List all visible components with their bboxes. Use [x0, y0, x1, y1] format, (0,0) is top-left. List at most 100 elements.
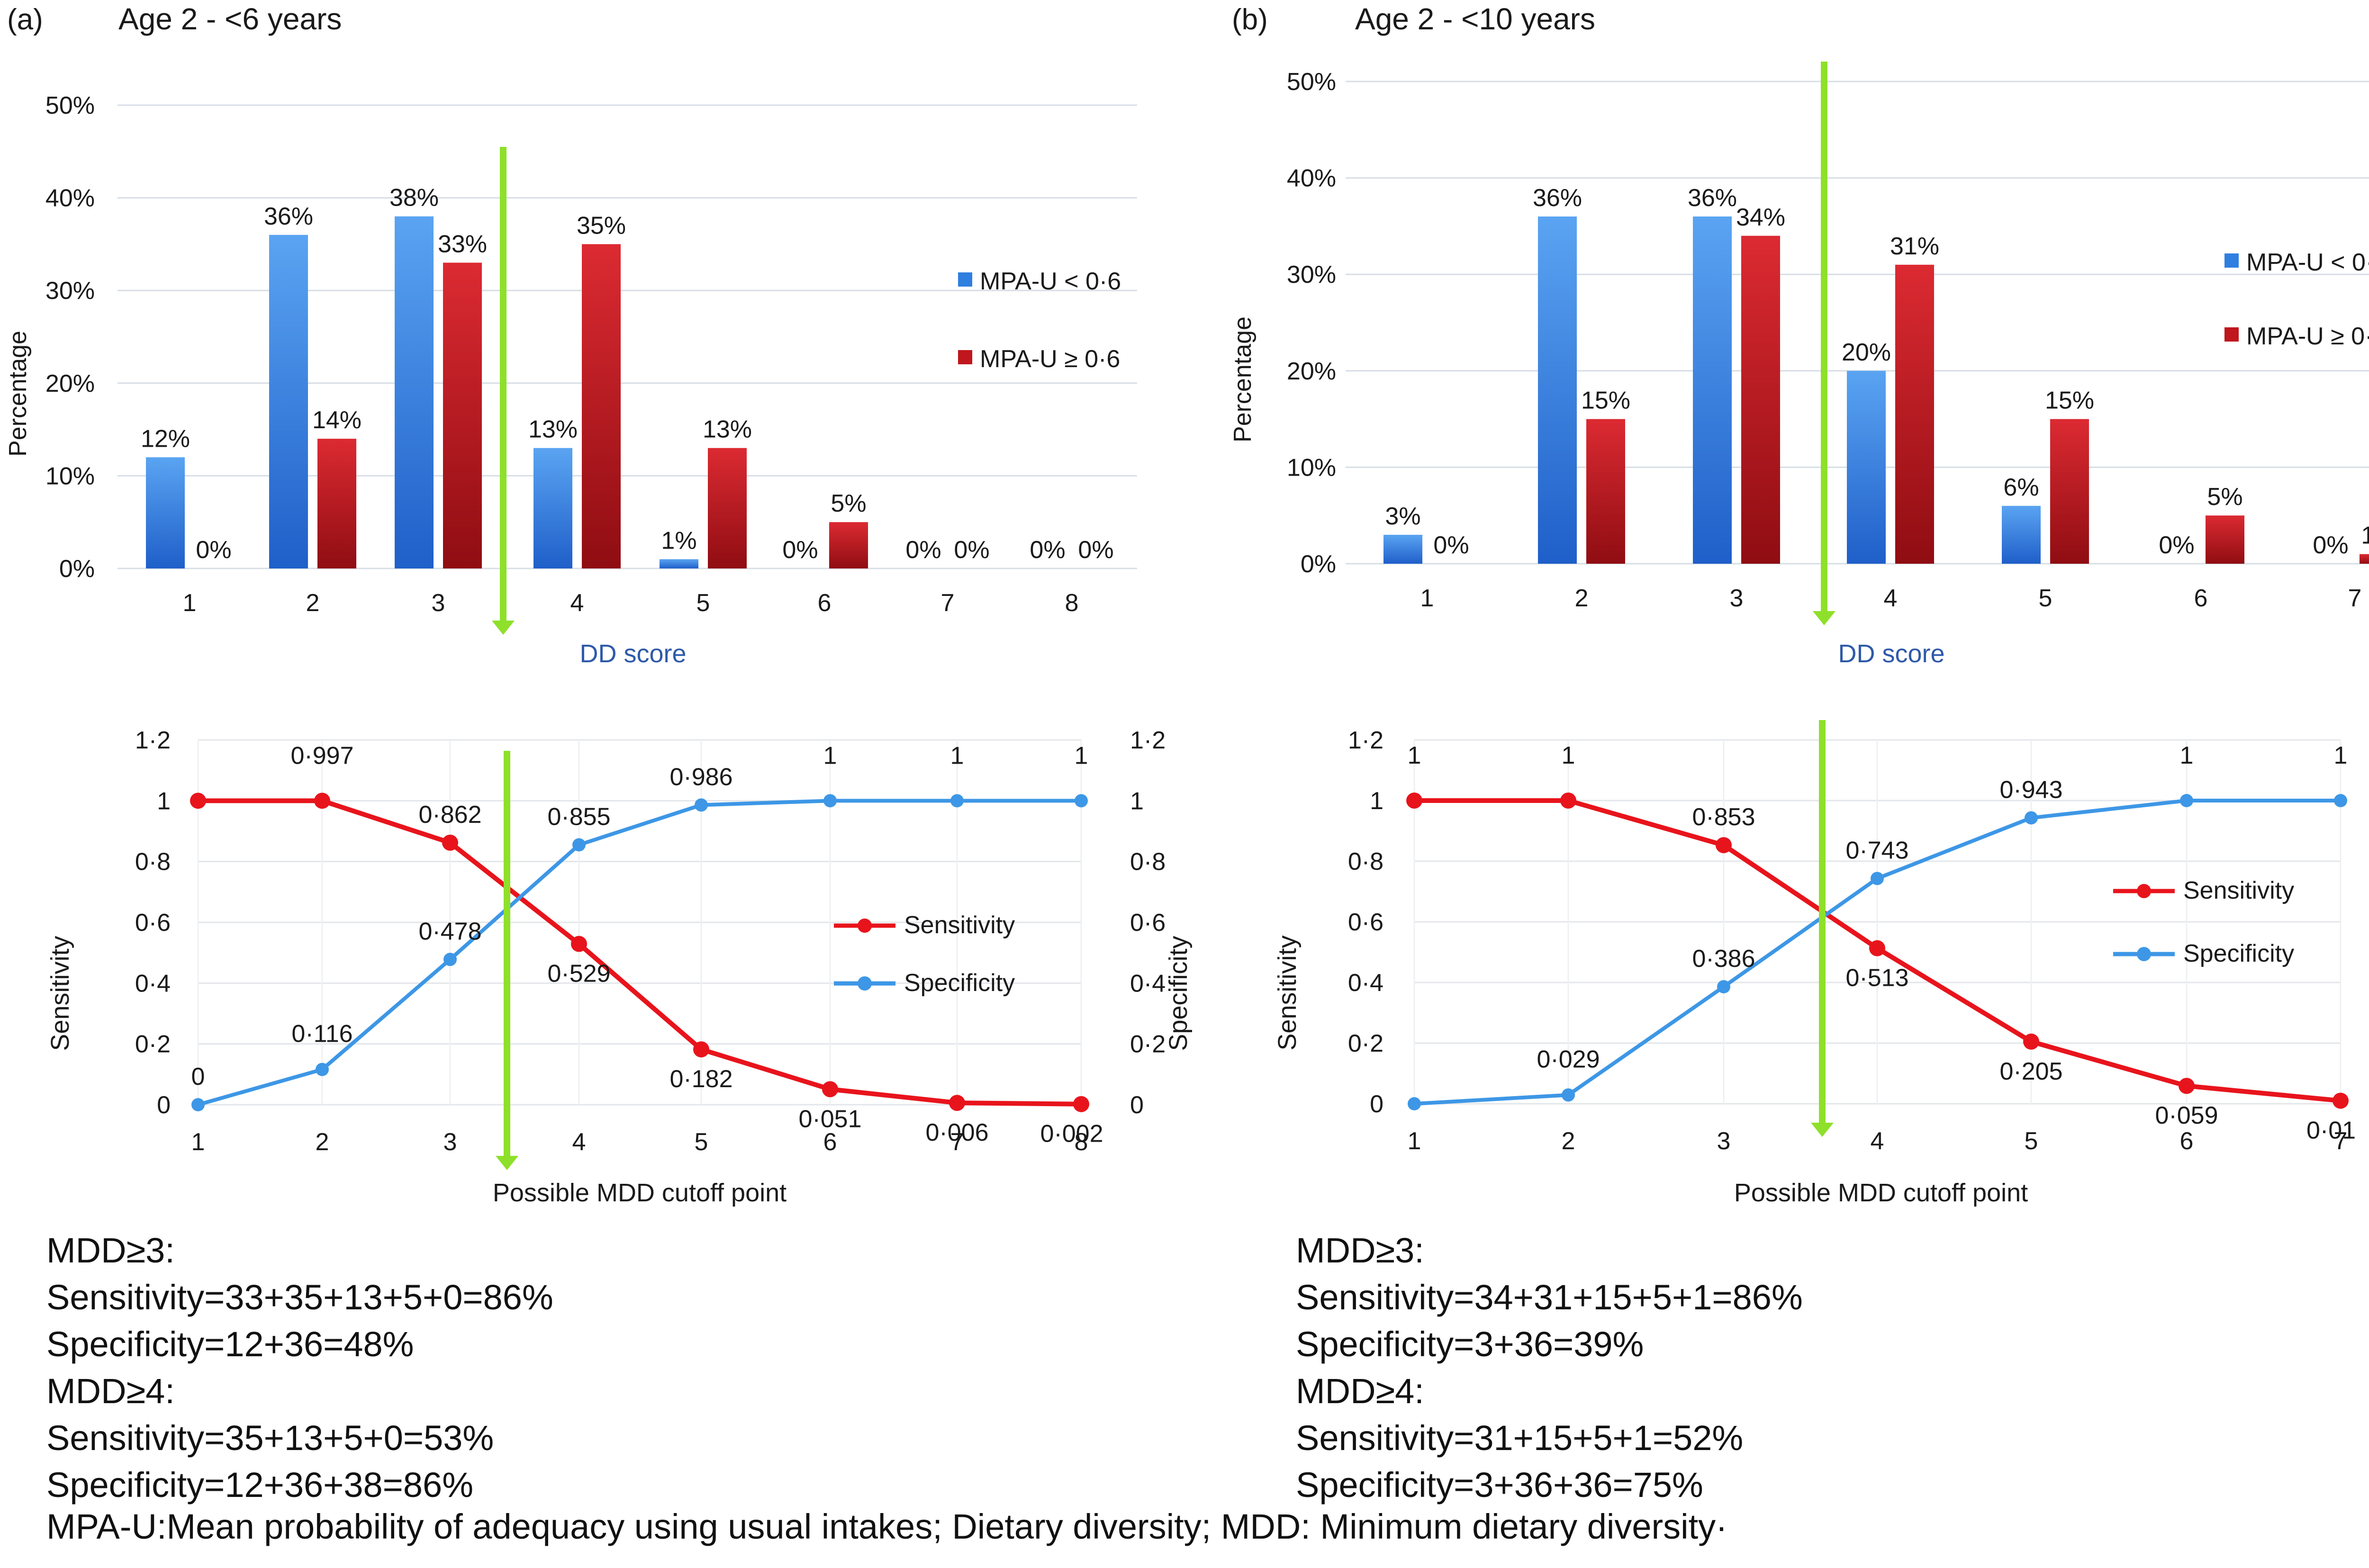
data-label: 1% [2361, 522, 2369, 550]
x-tick-label: 5 [695, 1128, 708, 1156]
x-tick-label: 3 [1717, 1127, 1731, 1155]
legend-label: MPA-U ≥ 0·6 [2246, 323, 2369, 350]
x-tick-label: 5 [2025, 1127, 2038, 1155]
legend-label: Sensitivity [2183, 877, 2294, 904]
bar [317, 439, 356, 568]
legend-marker [858, 919, 872, 933]
data-label: 5% [831, 490, 866, 517]
y2-tick-label: 0·4 [1130, 970, 1166, 997]
data-point [442, 834, 458, 851]
note-line: MDD≥4: [46, 1371, 175, 1411]
cutoff-arrow [492, 621, 515, 635]
y-tick-label: 1·2 [135, 727, 171, 754]
note-line: Sensitivity=31+15+5+1=52% [1296, 1418, 1744, 1458]
y-tick-label: 0·4 [135, 970, 171, 997]
x-tick-label: 6 [818, 589, 832, 617]
data-label: 0% [1078, 536, 1113, 564]
data-point [1871, 872, 1884, 885]
legend-label: Specificity [904, 969, 1015, 997]
legend-label: MPA-U < 0·6 [980, 268, 1121, 295]
cutoff-arrow [496, 1156, 518, 1170]
data-point [1717, 980, 1730, 993]
x-tick-label: 6 [823, 1128, 837, 1156]
data-label: 0·059 [2155, 1102, 2218, 1129]
legend-marker [2137, 884, 2151, 898]
data-point [2023, 1033, 2039, 1050]
data-label: 1 [2180, 742, 2194, 769]
bar [2050, 419, 2089, 564]
x-tick-label: 1 [1408, 1127, 1421, 1155]
panel-letter: (b) [1232, 3, 1268, 36]
data-label: 0·862 [419, 801, 482, 829]
data-label: 0·478 [419, 918, 482, 945]
data-point [314, 793, 330, 809]
data-point [950, 794, 964, 808]
data-label: 0·943 [2000, 776, 2063, 803]
data-point [190, 793, 206, 809]
sensitivity-line [198, 798, 1082, 1107]
data-label: 0·116 [291, 1020, 353, 1048]
note-line: Specificity=3+36=39% [1296, 1325, 1644, 1364]
data-label: 1 [1562, 742, 1575, 769]
y2-tick-label: 0·6 [1130, 909, 1166, 937]
data-point [1075, 794, 1088, 808]
data-label: 1 [2334, 742, 2348, 769]
bar [1538, 216, 1577, 564]
data-label: 0·051 [799, 1105, 862, 1133]
y-axis-label: Percentage [4, 331, 32, 457]
y-tick-label: 50% [1287, 68, 1336, 96]
y-tick-label: 40% [45, 185, 95, 212]
note-line: Specificity=12+36+38=86% [46, 1465, 474, 1505]
data-label: 13% [703, 416, 752, 443]
bar [1847, 370, 1886, 564]
legend-swatch [958, 272, 972, 287]
y-axis-label: Sensitivity [1273, 935, 1302, 1050]
y2-tick-label: 0 [1130, 1091, 1144, 1119]
note-line: MDD≥3: [1296, 1231, 1424, 1270]
x-tick-label: 2 [316, 1128, 329, 1156]
data-label: 0·182 [670, 1065, 733, 1093]
note-line: Sensitivity=33+35+13+5+0=86% [46, 1278, 553, 1317]
data-label: 36% [264, 203, 313, 230]
data-point [1716, 837, 1732, 854]
data-label: 15% [1581, 387, 1630, 415]
y2-tick-label: 1·2 [1130, 727, 1166, 754]
data-label: 0·529 [548, 960, 611, 988]
panel-letter: (a) [7, 3, 43, 36]
data-label: 0% [954, 536, 989, 564]
bar [395, 216, 434, 569]
data-point [1562, 1088, 1575, 1102]
y-tick-label: 0·6 [1348, 909, 1383, 936]
bar [443, 262, 482, 568]
data-point [693, 1041, 709, 1058]
y-tick-label: 40% [1287, 165, 1336, 192]
data-point [2025, 811, 2038, 825]
data-label: 0% [196, 536, 231, 564]
data-point [823, 794, 837, 808]
data-label: 6% [2003, 474, 2039, 501]
y2-tick-label: 0·2 [1130, 1031, 1166, 1058]
data-label: 33% [438, 231, 487, 258]
specificity-line [197, 799, 1081, 1107]
data-label: 0·205 [2000, 1058, 2063, 1085]
x-tick-label: 6 [2194, 585, 2208, 612]
y-tick-label: 0·8 [1348, 848, 1383, 875]
y-tick-label: 10% [45, 462, 95, 490]
y-tick-label: 1 [1370, 787, 1383, 815]
footnote: MPA-U:Mean probability of adequacy using… [46, 1507, 1727, 1546]
data-label: 5% [2207, 483, 2242, 511]
data-point [191, 1098, 205, 1111]
bar [533, 448, 572, 568]
legend-swatch [958, 350, 972, 364]
data-label: 0% [782, 536, 818, 564]
y-axis-label: Sensitivity [46, 936, 74, 1051]
data-point [316, 1063, 329, 1076]
y-tick-label: 50% [45, 92, 95, 119]
data-label: 0·006 [926, 1119, 989, 1146]
data-label: 1 [1408, 742, 1421, 769]
x-axis-label: Possible MDD cutoff point [1734, 1179, 2028, 1207]
data-label: 0·386 [1692, 945, 1755, 973]
data-label: 14% [312, 406, 362, 434]
bar [829, 522, 868, 568]
